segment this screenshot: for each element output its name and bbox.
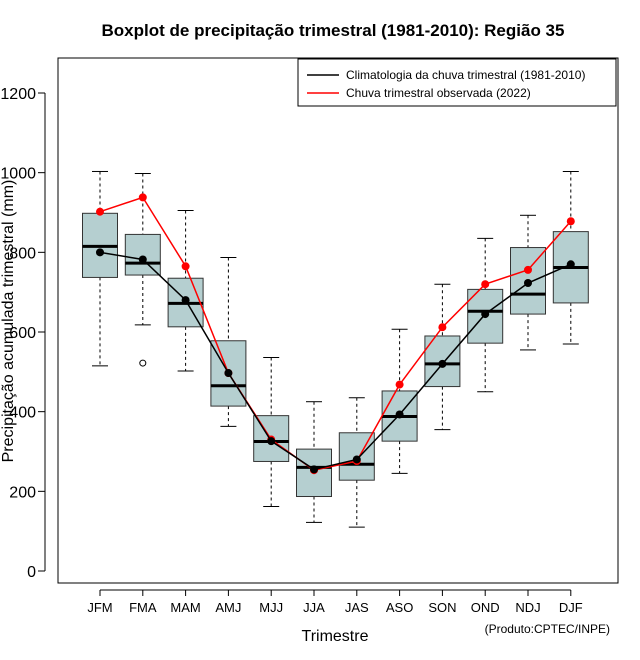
legend: Climatologia da chuva trimestral (1981-2… (297, 58, 617, 107)
x-tick-label: NDJ (515, 600, 540, 615)
box-jfm (82, 170, 118, 367)
x-axis-label: Trimestre (302, 628, 369, 645)
x-tick-label: JJA (303, 600, 325, 615)
y-axis: 0 200 400 600 800 1000 1200 (0, 86, 46, 581)
legend-label-observed: Chuva trimestral observada (2022) (346, 86, 531, 100)
series-point-climatology (352, 455, 361, 464)
box-son (424, 283, 461, 431)
y-tick-label: 400 (9, 405, 36, 422)
series-point-observed (96, 207, 104, 216)
y-tick-label: 200 (9, 484, 36, 501)
x-tick-label: ASO (386, 600, 413, 615)
x-tick-label: SON (428, 600, 456, 615)
x-axis: JFM FMA MAM AMJ MJJ JJA JAS ASO SON OND NDJ DJF (87, 589, 583, 615)
legend-box (297, 58, 617, 107)
y-tick-label: 600 (9, 325, 36, 342)
y-tick-label: 800 (9, 245, 36, 262)
series-line-climatology (99, 251, 572, 471)
legend-label-climatology: Climatologia da chuva trimestral (1981-2… (346, 68, 585, 82)
series-point-climatology (181, 296, 190, 305)
y-tick-label: 1200 (0, 86, 36, 103)
series-point-observed (138, 193, 147, 202)
series-point-observed (524, 265, 532, 274)
series-point-climatology (96, 248, 104, 257)
series-line-observed (99, 196, 572, 472)
box-aso (381, 328, 418, 474)
x-tick-label: DJF (559, 600, 583, 615)
box-body (124, 233, 161, 276)
series-point-climatology (395, 410, 404, 419)
series-lines (96, 193, 575, 475)
series-point-climatology (310, 465, 318, 474)
series-point-observed (181, 262, 190, 271)
box-mjj (253, 356, 290, 507)
series-point-observed (566, 217, 575, 226)
series-point-observed (438, 323, 447, 332)
x-tick-label: OND (471, 600, 500, 615)
series-point-climatology (224, 369, 233, 378)
box-djf (552, 170, 589, 345)
y-axis-label: Precipitação acumulada trimestral (mm) (0, 180, 17, 463)
box-mam (167, 210, 204, 372)
series-point-climatology (481, 310, 490, 319)
series-point-climatology (267, 437, 276, 446)
x-tick-label: JAS (345, 600, 369, 615)
series-point-climatology (138, 255, 147, 264)
x-tick-label: FMA (129, 600, 157, 615)
x-tick-label: MAM (170, 600, 200, 615)
plot-frame (57, 57, 619, 584)
series-point-observed (481, 280, 490, 289)
series-point-observed (395, 380, 404, 389)
chart-title: Boxplot de precipitação trimestral (1981… (102, 21, 565, 40)
x-tick-label: AMJ (215, 600, 241, 615)
box-fma (124, 172, 161, 367)
x-tick-label: MJJ (259, 600, 283, 615)
outlier-point (139, 359, 147, 367)
credit-label: (Produto:CPTEC/INPE) (485, 622, 610, 636)
x-tick-label: JFM (87, 600, 112, 615)
series-point-climatology (438, 359, 447, 368)
y-tick-label: 1000 (0, 166, 36, 183)
y-tick-label: 0 (27, 564, 36, 581)
series-point-climatology (524, 279, 532, 288)
boxes-group (82, 170, 589, 528)
series-point-climatology (566, 260, 575, 269)
